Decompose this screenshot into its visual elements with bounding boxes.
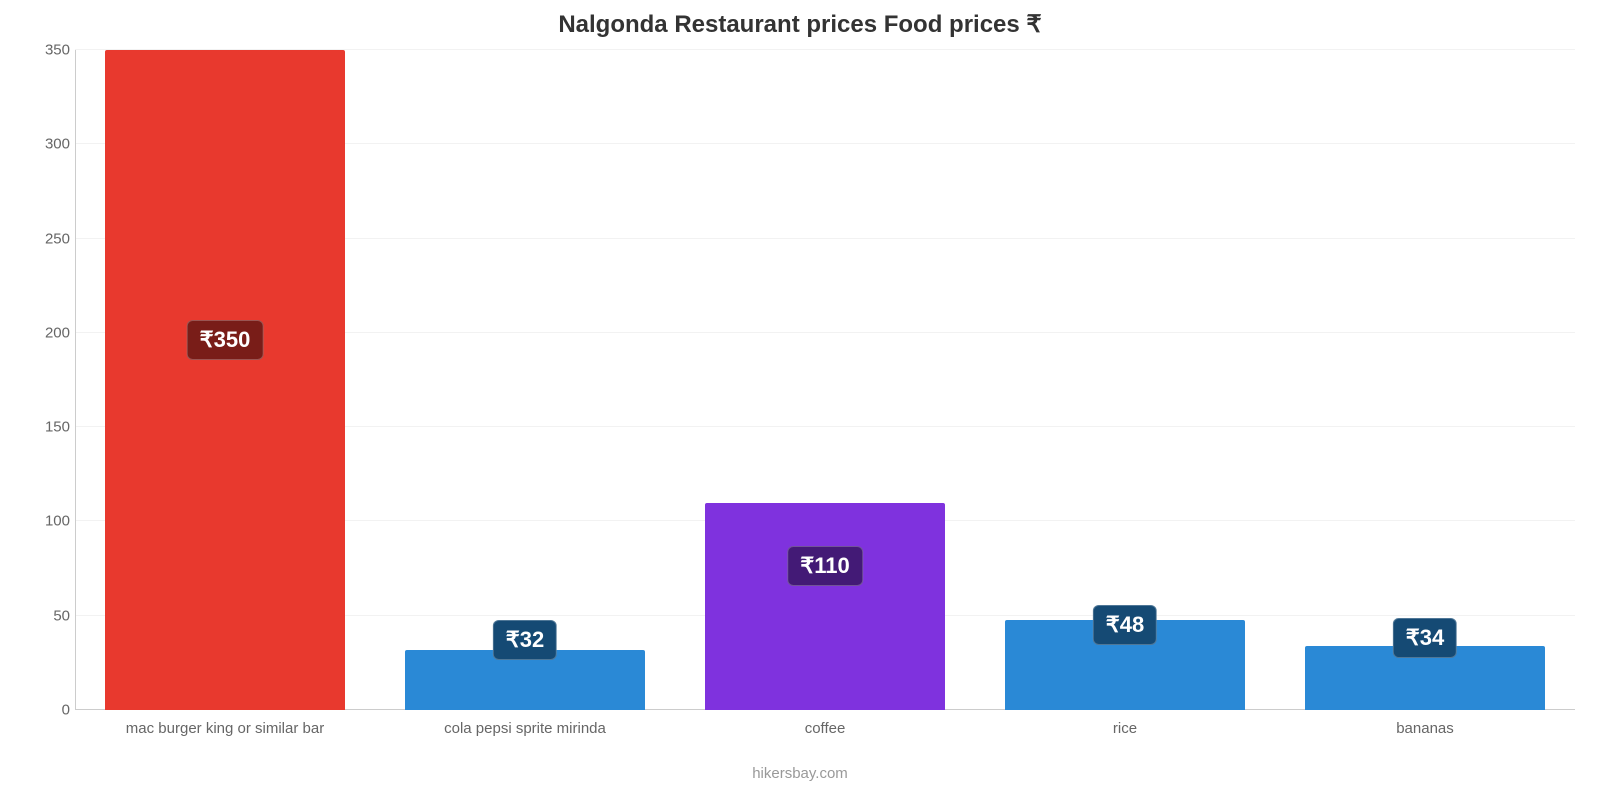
y-tick-150: 150 <box>20 419 70 436</box>
bar-slot-4: ₹34 bananas <box>1275 50 1575 710</box>
bar-mac-burger <box>105 50 345 710</box>
chart-title: Nalgonda Restaurant prices Food prices ₹ <box>0 10 1600 39</box>
bar-value-cola: ₹32 <box>493 620 557 660</box>
plot-area: ₹350 mac burger king or similar bar ₹32 … <box>75 50 1575 710</box>
y-tick-250: 250 <box>20 230 70 247</box>
x-label-coffee: coffee <box>675 720 975 737</box>
bar-slot-1: ₹32 cola pepsi sprite mirinda <box>375 50 675 710</box>
y-tick-50: 50 <box>20 607 70 624</box>
footer-credit: hikersbay.com <box>0 765 1600 782</box>
y-tick-300: 300 <box>20 136 70 153</box>
bar-value-bananas: ₹34 <box>1393 618 1457 658</box>
y-tick-200: 200 <box>20 324 70 341</box>
bar-slot-3: ₹48 rice <box>975 50 1275 710</box>
x-label-rice: rice <box>975 720 1275 737</box>
x-label-mac-burger: mac burger king or similar bar <box>75 720 375 737</box>
bar-slot-0: ₹350 mac burger king or similar bar <box>75 50 375 710</box>
bar-slot-2: ₹110 coffee <box>675 50 975 710</box>
bar-value-rice: ₹48 <box>1093 605 1157 645</box>
y-tick-100: 100 <box>20 513 70 530</box>
x-label-bananas: bananas <box>1275 720 1575 737</box>
bar-value-coffee: ₹110 <box>787 546 863 586</box>
chart-container: Nalgonda Restaurant prices Food prices ₹… <box>0 0 1600 800</box>
x-label-cola: cola pepsi sprite mirinda <box>375 720 675 737</box>
y-tick-0: 0 <box>20 702 70 719</box>
y-tick-350: 350 <box>20 42 70 59</box>
bar-value-mac-burger: ₹350 <box>187 320 264 360</box>
bar-coffee <box>705 503 945 710</box>
